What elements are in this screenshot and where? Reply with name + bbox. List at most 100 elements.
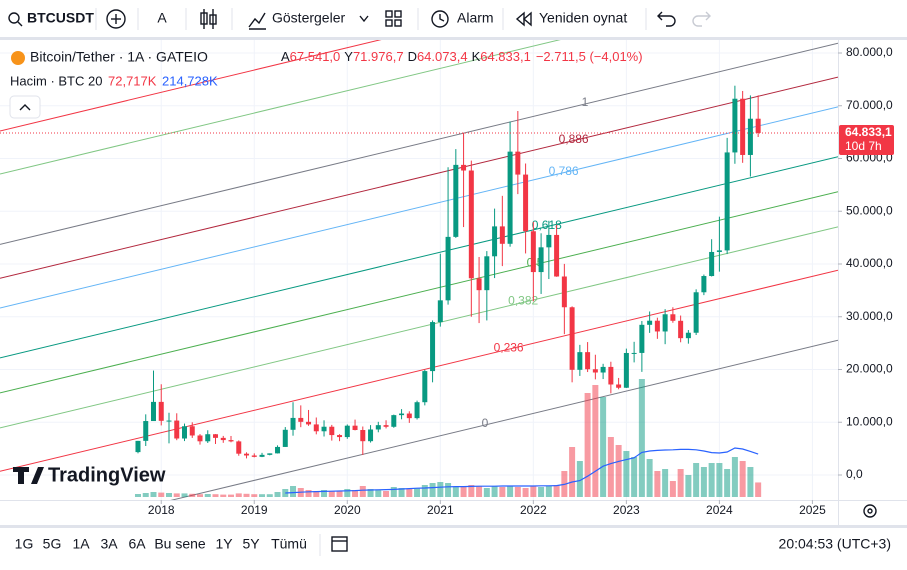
- candle-body: [592, 369, 598, 373]
- volume-bar: [638, 379, 645, 497]
- fib-label: 0,382: [508, 294, 538, 308]
- y-tick-label: 30.000,0: [846, 309, 893, 323]
- candle-body: [375, 425, 381, 430]
- chart-type[interactable]: [200, 9, 217, 29]
- range-button[interactable]: 5Y: [242, 536, 260, 552]
- range-button[interactable]: 1Y: [215, 536, 233, 552]
- y-tick-label: 20.000,0: [846, 362, 893, 376]
- chart-title: Bitcoin/Tether · 1A · GATEIO: [30, 49, 208, 65]
- volume-bar: [383, 491, 390, 497]
- volume-bar: [204, 494, 211, 497]
- volume-ma-value: 214,728K: [162, 73, 218, 88]
- candle-body: [158, 401, 164, 421]
- candle-body: [608, 366, 614, 385]
- volume-bar: [569, 447, 576, 497]
- candle-body: [430, 322, 436, 372]
- volume-bar: [220, 494, 227, 497]
- layouts[interactable]: [385, 10, 402, 27]
- volume-bar: [445, 483, 452, 497]
- volume-bar: [615, 445, 622, 497]
- candle-body: [523, 174, 529, 232]
- ohlc-value: 64.073,4: [417, 49, 468, 64]
- candle-body: [360, 430, 366, 442]
- volume-bar: [731, 457, 738, 497]
- fib-level: [0, 191, 838, 394]
- candle-body: [205, 434, 211, 442]
- candle-body: [197, 435, 203, 442]
- symbol[interactable]: BTCUSDT: [27, 10, 94, 26]
- volume-bar: [390, 487, 397, 497]
- candle-body: [484, 256, 490, 291]
- ohlc-value: 71.976,7: [353, 49, 404, 64]
- candle-body: [213, 434, 219, 438]
- candle-body: [631, 352, 637, 354]
- candle-body: [143, 421, 149, 441]
- volume-bar: [623, 451, 630, 497]
- candle-body: [732, 98, 738, 153]
- axis-settings[interactable]: [863, 504, 877, 518]
- date-range[interactable]: [331, 536, 348, 552]
- range-button[interactable]: 5G: [43, 536, 62, 552]
- fib-level: [0, 76, 838, 279]
- add-symbol[interactable]: [106, 9, 126, 29]
- candle-body: [135, 440, 141, 453]
- candle-body: [499, 226, 505, 244]
- candle-body: [181, 426, 187, 439]
- candle-body: [709, 251, 715, 277]
- undo[interactable]: [657, 11, 676, 27]
- candle-body: [329, 426, 335, 436]
- range-button[interactable]: Bu sene: [154, 536, 206, 552]
- volume-bar: [662, 469, 669, 497]
- range-button[interactable]: Tümü: [271, 536, 307, 552]
- interval[interactable]: A: [157, 10, 167, 26]
- indicators-label[interactable]: Göstergeler: [272, 10, 345, 26]
- volume-bar: [553, 485, 560, 497]
- ohlc-values: A67.541,0 Y71.976,7 D64.073,4 K64.833,1 −2.7…: [281, 49, 643, 64]
- y-tick-label: 10.000,0: [846, 414, 893, 428]
- fib-label: 0,618: [532, 218, 562, 232]
- x-tick-label: 2024: [706, 503, 733, 517]
- alert-label[interactable]: Alarm: [457, 10, 494, 26]
- indicators[interactable]: Göstergeler: [248, 10, 369, 30]
- replay-label[interactable]: Yeniden oynat: [539, 10, 627, 26]
- volume-ma-line: [285, 447, 759, 494]
- candle-body: [391, 415, 397, 427]
- volume-bar: [607, 437, 614, 497]
- alert[interactable]: Alarm: [431, 10, 494, 28]
- candle-body: [461, 164, 467, 171]
- range-button[interactable]: 3A: [100, 536, 118, 552]
- candle-body: [251, 455, 257, 457]
- candle-body: [623, 352, 629, 388]
- collapse-legend[interactable]: [9, 95, 41, 119]
- candle-body: [585, 352, 591, 370]
- replay[interactable]: Yeniden oynat: [515, 10, 627, 27]
- volume-bar: [530, 486, 537, 497]
- collapse-icon[interactable]: [19, 104, 31, 111]
- volume-bar: [274, 492, 281, 497]
- range-button[interactable]: 1G: [15, 536, 34, 552]
- candle-body: [577, 352, 583, 370]
- ohlc-value: 64.833,1: [480, 49, 531, 64]
- volume-bar: [460, 487, 467, 497]
- candle-body: [445, 236, 451, 301]
- candle-body: [337, 435, 343, 438]
- candle-body: [422, 371, 428, 403]
- volume-bar: [406, 489, 413, 497]
- range-button[interactable]: 1A: [72, 536, 90, 552]
- volume-bar: [429, 483, 436, 497]
- symbol-search[interactable]: BTCUSDT: [8, 10, 94, 27]
- countdown: 10d 7h: [845, 139, 882, 153]
- candle-body: [298, 417, 304, 422]
- volume-bar: [282, 489, 289, 497]
- legend: Bitcoin/Tether · 1A · GATEIO A67.541,0 Y7…: [9, 49, 643, 119]
- volume-bar: [693, 463, 700, 497]
- candle-body: [306, 421, 312, 425]
- candle-body: [383, 425, 389, 427]
- volume-bar: [747, 467, 754, 497]
- last-price-box: [839, 124, 894, 155]
- range-button[interactable]: 6A: [128, 536, 146, 552]
- volume-bar: [228, 494, 235, 497]
- volume-bar: [235, 493, 242, 497]
- volume-bar: [352, 490, 359, 497]
